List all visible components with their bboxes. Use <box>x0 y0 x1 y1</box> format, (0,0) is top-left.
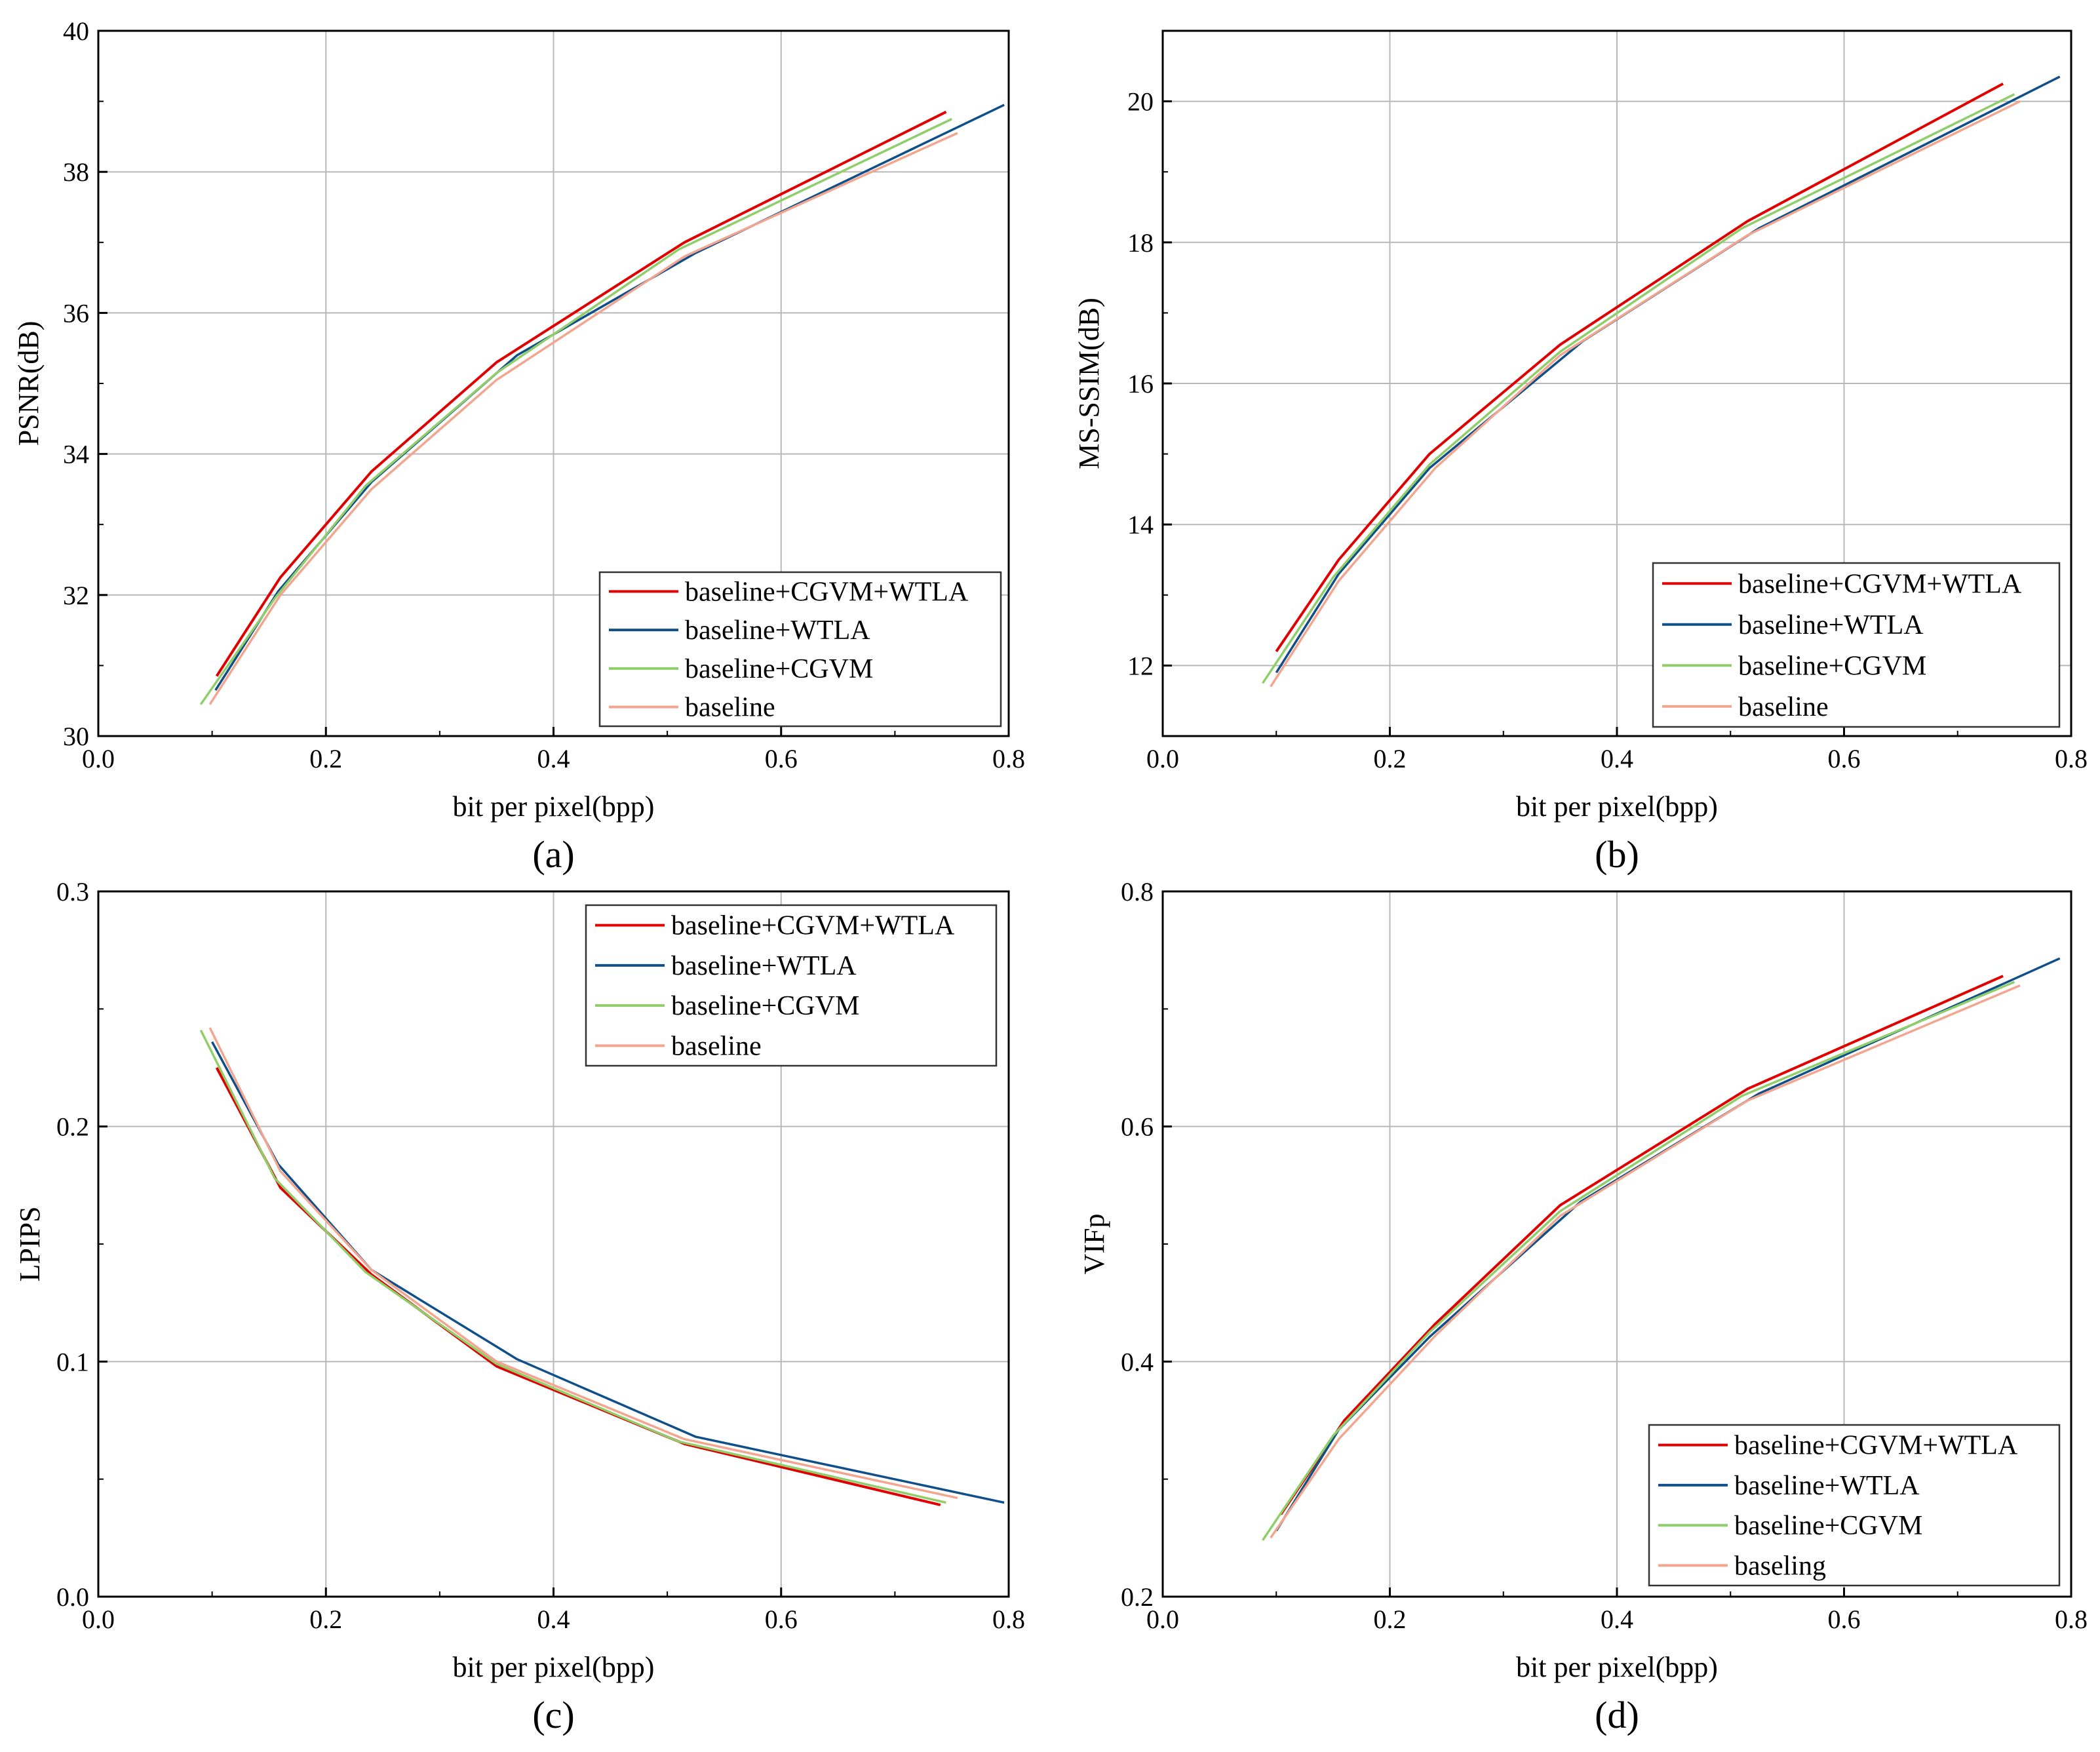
series-line-baseline-cgvm <box>1262 93 2015 684</box>
legend-entry-label: baseline+CGVM <box>685 654 873 684</box>
legend-entry-label: baseline+CGVM <box>1734 1511 1922 1541</box>
y-tick-label: 0.2 <box>56 1112 89 1142</box>
y-tick-label: 0.8 <box>1121 877 1154 906</box>
legend-entry-label: baseline+WTLA <box>671 951 857 981</box>
x-axis-title: bit per pixel(bpp) <box>453 1651 655 1683</box>
series-line-baseline-cgvm <box>199 117 952 705</box>
series-line-baseline <box>1270 100 2021 688</box>
x-tick-label: 0.6 <box>765 744 798 773</box>
legend-entry-label: baseline+CGVM <box>671 991 859 1021</box>
x-axis-title: bit per pixel(bpp) <box>453 790 655 823</box>
chart-panel-c: 0.0 0.2 0.4 0.6 0.8 0.0 0.1 0.2 0.3 bit per pixel… <box>14 877 1025 1736</box>
series-line-baseline-cgvm <box>1262 981 2015 1541</box>
x-tick-label: 0.8 <box>992 744 1025 773</box>
y-tick-label: 36 <box>63 298 89 328</box>
y-tick-label: 32 <box>63 581 89 610</box>
x-tick-label: 0.8 <box>2055 744 2088 773</box>
y-tick-label: 0.2 <box>1121 1582 1154 1612</box>
legend-box <box>1648 1424 2061 1587</box>
legend-entry-label: baseline+WTLA <box>685 615 870 646</box>
series-line-baseline <box>208 1027 958 1500</box>
legend: baseline+CGVM+WTLA baseline+WTLA baseline+… <box>1652 562 2061 728</box>
legend-entry-label: baseline+WTLA <box>1738 610 1924 640</box>
x-tick-label: 0.6 <box>765 1605 798 1634</box>
legend-entry-label: baseline+CGVM+WTLA <box>671 911 955 941</box>
legend: baseline+CGVM+WTLA baseline+WTLA baseline+… <box>1648 1424 2061 1587</box>
panel-label: (b) <box>1595 833 1639 876</box>
x-tick-label: 0.6 <box>1828 1605 1861 1634</box>
series-line-baseline-wtla <box>211 1041 1005 1504</box>
y-tick-label: 0.0 <box>56 1582 89 1612</box>
y-tick-label: 0.3 <box>56 877 89 906</box>
series-line-baseline <box>1270 984 2021 1539</box>
y-axis-title: PSNR(dB) <box>12 321 45 446</box>
y-tick-label: 34 <box>63 440 89 469</box>
x-tick-label: 0.8 <box>992 1605 1025 1634</box>
x-tick-label: 0.0 <box>82 744 115 773</box>
legend: baseline+CGVM+WTLA baseline+WTLA baseline+… <box>585 904 998 1067</box>
legend-entry-label: baseling <box>1734 1551 1826 1581</box>
x-tick-label: 0.0 <box>1146 1605 1179 1634</box>
chart-panel-a: 0.0 0.2 0.4 0.6 0.8 30 32 34 36 38 40 bit per pixel… <box>12 16 1025 876</box>
x-tick-label: 0.0 <box>1146 744 1179 773</box>
legend-entry-label: baseline+CGVM+WTLA <box>685 577 969 607</box>
series-line-baseline <box>208 132 958 705</box>
y-tick-label: 20 <box>1127 87 1154 117</box>
legend-entry-label: baseline+WTLA <box>1734 1471 1920 1501</box>
legend-entry-label: baseline <box>685 693 775 723</box>
y-axis-title: LPIPS <box>14 1207 46 1282</box>
y-tick-label: 38 <box>63 157 89 187</box>
y-tick-label: 0.4 <box>1121 1347 1154 1376</box>
y-axis-title: VIFp <box>1078 1214 1110 1275</box>
y-tick-label: 18 <box>1127 228 1154 258</box>
x-tick-label: 0.8 <box>2055 1605 2088 1634</box>
x-tick-label: 0.2 <box>309 1605 342 1634</box>
y-tick-label: 0.1 <box>56 1347 89 1376</box>
x-axis-title: bit per pixel(bpp) <box>1516 790 1718 823</box>
x-tick-label: 0.4 <box>537 744 570 773</box>
x-tick-label: 0.4 <box>1601 1605 1633 1634</box>
legend: baseline+CGVM+WTLA baseline+WTLA baseline+… <box>598 571 1002 728</box>
legend-entry-label: baseline+CGVM+WTLA <box>1734 1431 2018 1461</box>
x-tick-label: 0.4 <box>1601 744 1633 773</box>
legend-entry-label: baseline <box>1738 692 1829 722</box>
x-tick-label: 0.2 <box>1374 744 1407 773</box>
series-line-baseline-cgvm <box>199 1029 946 1504</box>
x-tick-label: 0.6 <box>1828 744 1861 773</box>
y-tick-label: 40 <box>63 16 89 46</box>
y-tick-label: 30 <box>63 722 89 751</box>
y-tick-label: 16 <box>1127 369 1154 399</box>
panel-label: (a) <box>532 833 574 876</box>
chart-panel-b: 0.0 0.2 0.4 0.6 0.8 12 14 16 18 20 bit per pixel(b… <box>1073 29 2088 876</box>
x-tick-label: 0.0 <box>82 1605 115 1634</box>
panel-label: (c) <box>532 1694 574 1736</box>
x-axis-title: bit per pixel(bpp) <box>1516 1651 1718 1683</box>
panel-label: (d) <box>1595 1694 1639 1736</box>
legend-box <box>598 571 1002 728</box>
x-tick-label: 0.2 <box>309 744 342 773</box>
y-tick-label: 0.6 <box>1121 1112 1154 1142</box>
legend-entry-label: baseline <box>671 1031 762 1061</box>
series-line-baseline-cgvm-wtla <box>215 1067 941 1507</box>
legend-box <box>1652 562 2061 728</box>
x-tick-label: 0.4 <box>537 1605 570 1634</box>
x-tick-label: 0.2 <box>1374 1605 1407 1634</box>
y-tick-label: 12 <box>1127 651 1154 680</box>
legend-box <box>585 904 998 1067</box>
series-line-baseline-cgvm-wtla <box>1275 82 2004 653</box>
series-line-baseline-cgvm-wtla <box>215 110 947 677</box>
y-tick-label: 14 <box>1127 510 1154 539</box>
legend-entry-label: baseline+CGVM+WTLA <box>1738 569 2022 599</box>
y-axis-title: MS-SSIM(dB) <box>1073 298 1105 469</box>
legend-entry-label: baseline+CGVM <box>1738 651 1926 681</box>
